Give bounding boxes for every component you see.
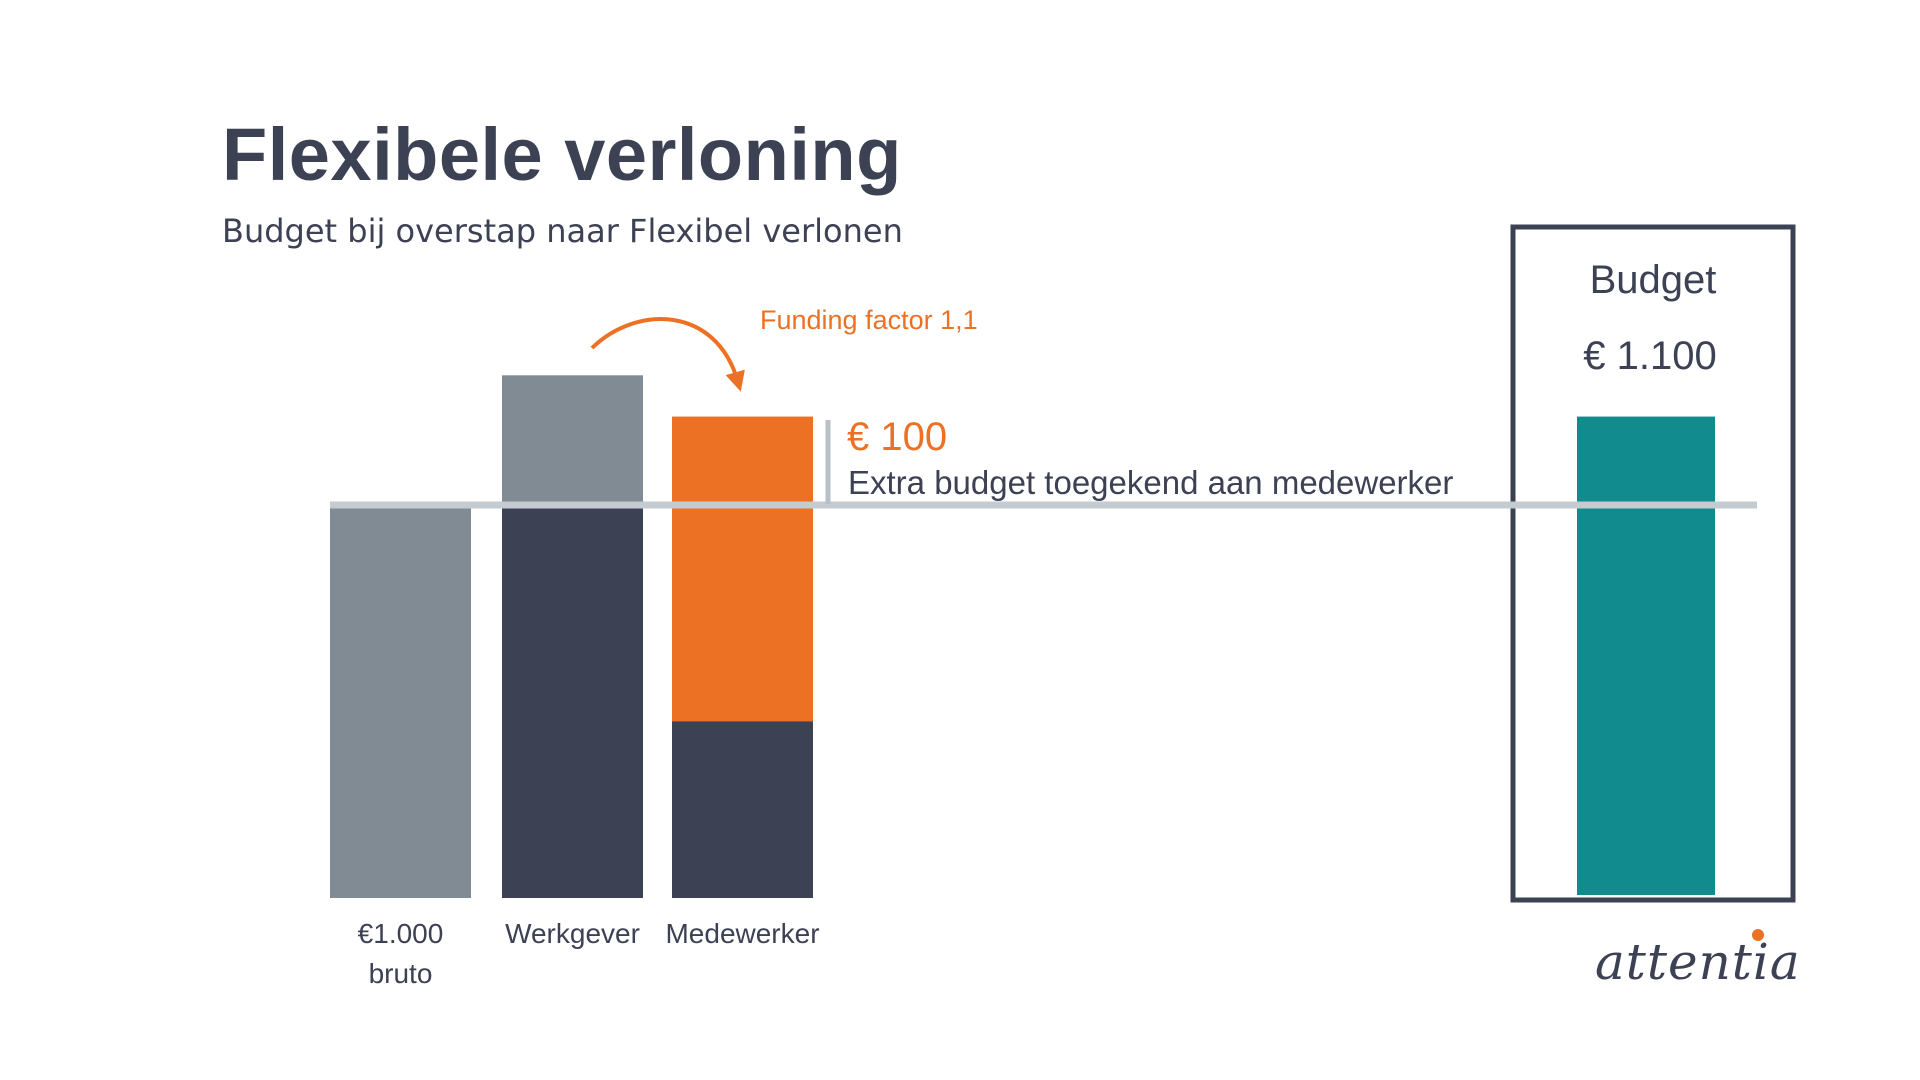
budget-box-label: Budget (1590, 258, 1717, 302)
bar-3-segment-2 (672, 416, 813, 722)
brand-name: attentia (1595, 933, 1801, 991)
bar-2-segment-2 (502, 375, 643, 505)
extra-budget-amount: € 100 (847, 415, 947, 459)
bar-1-segment-1 (330, 505, 471, 898)
extra-budget-label: Extra budget toegekend aan medewerker (848, 464, 1453, 501)
page-subtitle: Budget bij overstap naar Flexibel verlon… (222, 212, 903, 250)
category-label-2-line1: Werkgever (505, 918, 640, 949)
category-label-1-line2: bruto (369, 958, 433, 989)
page-title: Flexibele verloning (222, 113, 902, 196)
bar-3-segment-1 (672, 721, 813, 898)
budget-box (1510, 224, 1796, 903)
funding-arrow-icon (590, 317, 745, 392)
budget-box-value: € 1.100 (1583, 334, 1716, 378)
attentia-logo: attentia (1595, 925, 1800, 995)
logo-dot-icon (1752, 929, 1764, 941)
funding-factor-label: Funding factor 1,1 (760, 305, 978, 335)
bar-2-segment-1 (502, 505, 643, 898)
category-label-3-line1: Medewerker (665, 918, 819, 949)
budget-bar (1577, 416, 1715, 895)
category-label-1-line1: €1.000 (358, 918, 444, 949)
